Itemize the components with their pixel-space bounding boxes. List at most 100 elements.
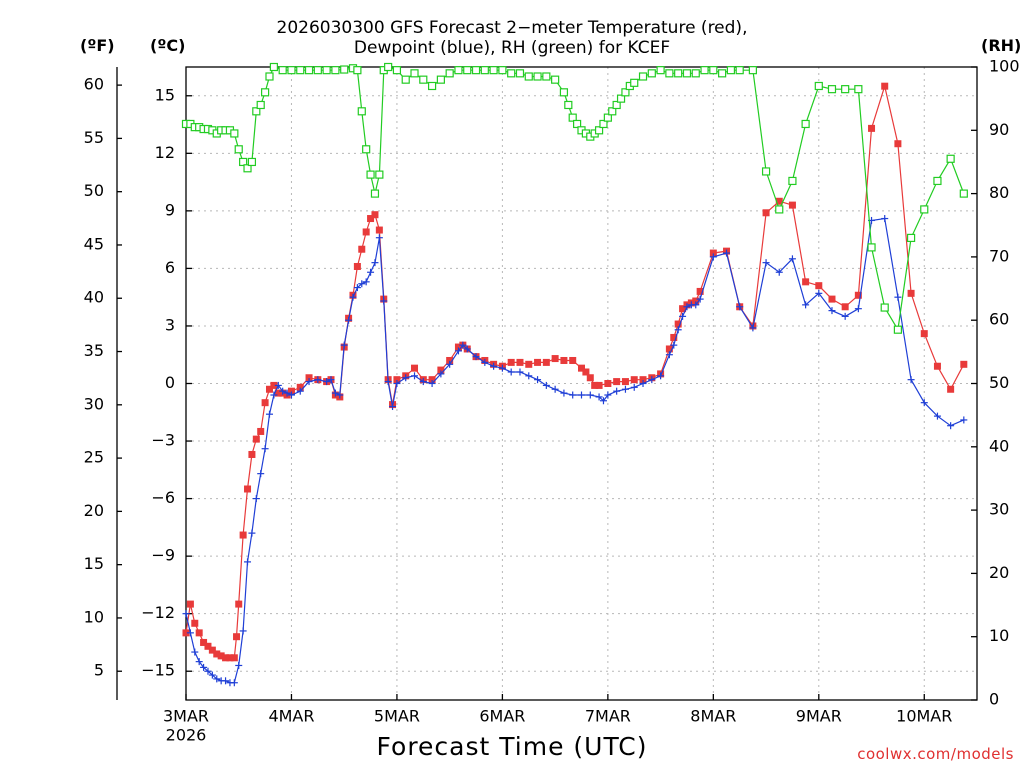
temperature-point <box>261 399 269 407</box>
dewpoint-point <box>371 259 379 267</box>
chart-title-line-1: 2026030300 GFS Forecast 2−meter Temperat… <box>276 18 748 38</box>
temperature-point <box>235 600 243 608</box>
temperature-point <box>446 356 454 364</box>
dewpoint-point <box>815 289 823 297</box>
rh-point <box>375 170 384 179</box>
temperature-point <box>182 629 190 637</box>
rh-point <box>436 75 445 84</box>
dewpoint-point <box>402 374 410 382</box>
fahrenheit-tick-label: 30 <box>84 394 104 413</box>
time-tick-label: 3MAR <box>163 707 209 726</box>
rh-point <box>718 69 727 78</box>
rh-tick-label: 80 <box>989 183 1009 202</box>
temperature-point <box>186 600 194 608</box>
temperature-point <box>265 385 273 393</box>
dewpoint-point <box>270 391 278 399</box>
rh-point <box>524 72 533 81</box>
temperature-point <box>274 389 282 397</box>
time-tick-label: 9MAR <box>796 707 842 726</box>
dewpoint-point <box>679 312 687 320</box>
celsius-tick-label: −15 <box>141 661 175 680</box>
celsius-tick-label: 0 <box>165 373 175 392</box>
dewpoint-point <box>947 422 955 430</box>
dewpoint-point <box>186 629 194 637</box>
rh-point <box>507 69 516 78</box>
temperature-point <box>621 378 629 386</box>
dewpoint-point <box>375 234 383 242</box>
rh-point <box>801 119 810 129</box>
series-layer <box>181 62 968 687</box>
dewpoint-point <box>252 495 260 503</box>
time-tick-label: 10MAR <box>896 707 952 726</box>
dewpoint-point <box>920 399 928 407</box>
temperature-point <box>947 385 955 393</box>
dewpoint-point <box>349 293 357 301</box>
temperature-point <box>560 356 568 364</box>
fahrenheit-tick-label: 5 <box>94 661 104 680</box>
rh-point <box>304 66 314 75</box>
rh-point <box>893 325 903 334</box>
temperature-point <box>881 82 889 90</box>
rh-point <box>353 66 362 75</box>
temperature-point <box>907 289 915 297</box>
dewpoint-point <box>463 345 471 353</box>
dewpoint-point <box>665 351 673 359</box>
rh-point <box>608 107 617 116</box>
celsius-tick-label: −3 <box>151 431 175 450</box>
rh-point <box>515 69 525 78</box>
rh-point <box>564 100 573 110</box>
rh-unit-label: (RH) <box>981 36 1022 55</box>
temperature-point <box>516 358 524 366</box>
dewpoint-point <box>828 307 836 315</box>
dewpoint-point <box>362 278 370 286</box>
dewpoint-point <box>257 470 265 478</box>
temperature-line <box>185 83 965 659</box>
dewpoint-point <box>235 661 243 669</box>
temperature-point <box>244 485 252 493</box>
dewpoint-point <box>195 658 203 666</box>
rh-tick-label: 60 <box>989 310 1009 329</box>
rh-point <box>599 119 608 129</box>
dewpoint-point <box>723 249 731 257</box>
series-temperature <box>182 82 968 662</box>
rh-point <box>867 243 876 252</box>
source-credit: coolwx.com/models <box>857 745 1014 763</box>
fahrenheit-tick-label: 10 <box>84 607 104 626</box>
temperature-point <box>257 427 265 435</box>
time-tick-label: 5MAR <box>374 707 420 726</box>
dewpoint-point <box>182 610 190 618</box>
dewpoint-point <box>454 347 462 355</box>
rh-point <box>691 69 700 78</box>
rh-point <box>489 66 498 75</box>
temperature-point <box>204 642 212 650</box>
rh-axis: 0 10 20 30 40 50 60 70 80 90 100 <box>971 57 1020 709</box>
rh-tick-label: 20 <box>989 563 1009 582</box>
dewpoint-point <box>692 301 700 309</box>
temperature-point <box>248 450 256 458</box>
dewpoint-point <box>599 397 607 405</box>
dewpoint-point <box>305 378 313 386</box>
dewpoint-point <box>274 381 282 389</box>
fahrenheit-tick-label: 45 <box>84 234 104 253</box>
x-axis-title: Forecast Time (UTC) <box>376 732 648 761</box>
temperature-point <box>595 381 603 389</box>
temperature-point <box>679 305 687 313</box>
dewpoint-point <box>802 301 810 309</box>
fahrenheit-tick-label: 25 <box>84 448 104 467</box>
dewpoint-point <box>481 358 489 366</box>
temperature-point <box>933 362 941 370</box>
dewpoint-point <box>323 378 331 386</box>
rh-point <box>313 66 322 75</box>
rh-point <box>573 119 582 129</box>
temperature-point <box>252 435 260 443</box>
celsius-tick-label: 15 <box>155 85 175 104</box>
rh-point <box>370 189 380 198</box>
temperature-point <box>613 378 621 386</box>
dewpoint-point <box>345 316 353 324</box>
rh-point <box>427 81 437 91</box>
rh-point <box>880 303 889 312</box>
temperature-point <box>665 345 673 353</box>
temperature-point <box>828 295 836 303</box>
dewpoint-point <box>248 529 256 537</box>
